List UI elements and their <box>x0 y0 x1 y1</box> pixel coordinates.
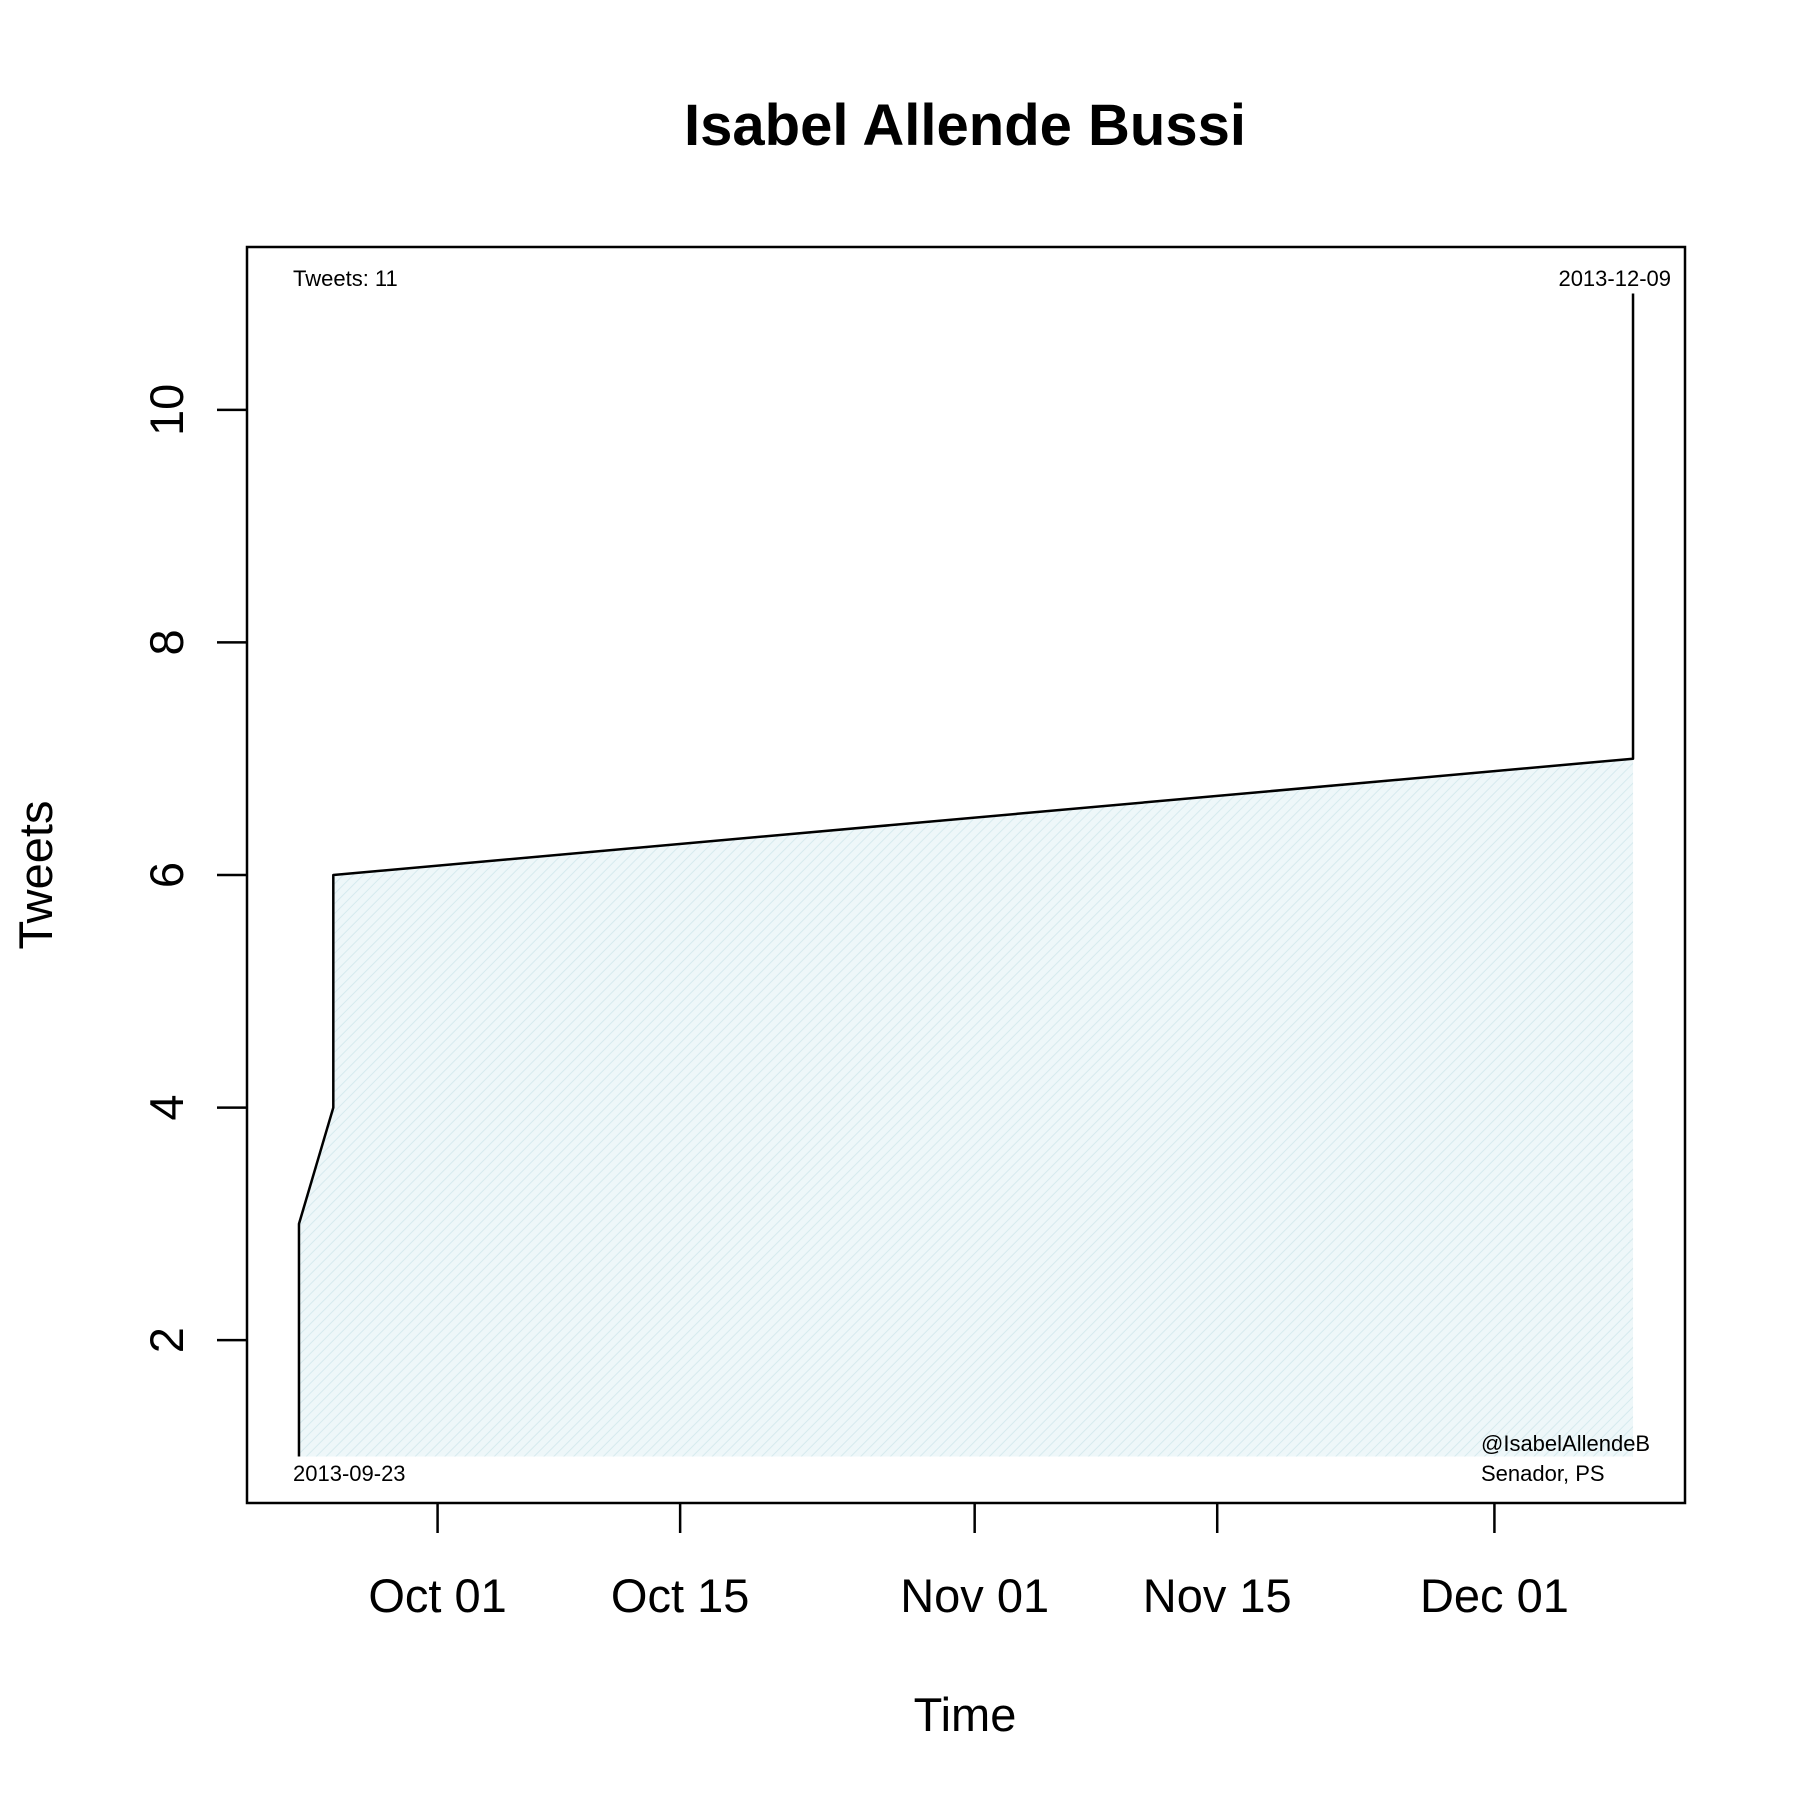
end-date-annotation: 2013-12-09 <box>1558 266 1671 291</box>
x-axis-label: Time <box>914 1688 1017 1741</box>
chart-title: Isabel Allende Bussi <box>684 93 1246 158</box>
x-tick-label: Nov 15 <box>1143 1569 1292 1622</box>
y-tick-label: 2 <box>140 1327 193 1353</box>
handle-annotation: @IsabelAllendeB <box>1481 1431 1650 1456</box>
y-tick-label: 6 <box>140 862 193 888</box>
start-date-annotation: 2013-09-23 <box>293 1461 406 1486</box>
cumulative-tweets-line <box>297 293 1635 1457</box>
x-tick-label: Oct 15 <box>611 1569 749 1622</box>
line-layer <box>297 293 1635 1457</box>
y-tick-label: 4 <box>140 1095 193 1121</box>
x-tick-label: Oct 01 <box>368 1569 506 1622</box>
cumulative-tweets-area <box>298 293 1634 1457</box>
x-tick-label: Dec 01 <box>1420 1569 1569 1622</box>
area-layer <box>298 293 1634 1457</box>
x-axis: Oct 01 Oct 15 Nov 01 Nov 15 Dec 01 <box>368 1503 1569 1622</box>
role-annotation: Senador, PS <box>1481 1461 1605 1486</box>
y-axis: 2 4 6 8 10 <box>140 384 247 1353</box>
y-axis-label: Tweets <box>9 801 62 950</box>
x-tick-label: Nov 01 <box>900 1569 1049 1622</box>
y-tick-label: 8 <box>140 629 193 655</box>
tweet-count-annotation: Tweets: 11 <box>293 266 398 291</box>
y-tick-label: 10 <box>140 384 193 436</box>
